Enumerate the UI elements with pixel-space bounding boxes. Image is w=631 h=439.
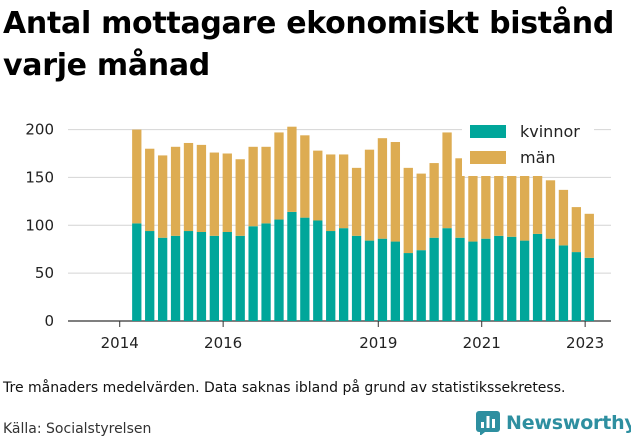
y-tick-label: 50 (35, 264, 54, 282)
stacked-bar-chart: 0 50 100 150 200 2014 2016 2019 2021 2023 kvinnor… (25, 120, 611, 352)
x-tick-label: 2023 (566, 334, 604, 352)
source-text: Källa: Socialstyrelsen (3, 421, 152, 437)
bar-man (558, 189, 569, 246)
bar-man (338, 154, 349, 229)
bar-man (248, 146, 258, 227)
bar-kvinnor (390, 241, 401, 321)
bar-kvinnor (442, 228, 452, 321)
bar-man (287, 126, 297, 212)
bar-man (183, 142, 194, 232)
legend: kvinnor män (462, 120, 594, 176)
bar-kvinnor (545, 238, 556, 321)
bar-kvinnor (507, 236, 517, 321)
bar-kvinnor (274, 219, 284, 321)
bar-man (442, 132, 452, 229)
bar-kvinnor (196, 231, 207, 321)
bar-kvinnor (364, 240, 375, 321)
bar-kvinnor (145, 231, 155, 321)
bar-man (584, 213, 594, 258)
bar-man (455, 158, 465, 238)
bar-kvinnor (300, 217, 310, 321)
bar-kvinnor (494, 235, 504, 321)
bar-kvinnor (532, 233, 543, 321)
y-tick-label: 100 (25, 216, 54, 234)
bar-man (364, 149, 375, 241)
bar-kvinnor (416, 250, 426, 321)
chart-title: Antal mottagare ekonomiskt bistånd varje… (3, 6, 615, 83)
bar-man (196, 144, 207, 232)
brand-name: Newsworthy (506, 412, 631, 434)
chart-note: Tre månaders medelvärden. Data saknas ib… (3, 380, 566, 396)
bar-kvinnor (584, 257, 594, 321)
bar-man (532, 173, 543, 234)
y-tick-label: 150 (25, 168, 54, 186)
bar-kvinnor (455, 237, 465, 321)
bar-kvinnor (403, 253, 413, 321)
bar-man (494, 168, 504, 236)
legend-swatch (470, 151, 506, 164)
bar-kvinnor (326, 231, 336, 321)
x-tick-label: 2016 (204, 334, 242, 352)
bar-kvinnor (481, 238, 491, 321)
bar-man (222, 153, 232, 232)
bar-kvinnor (468, 241, 478, 321)
bar-man (351, 167, 362, 236)
bar-man (326, 154, 336, 232)
bar-kvinnor (157, 237, 168, 321)
bar-kvinnor (313, 220, 323, 321)
legend-label: kvinnor (520, 122, 580, 141)
newsworthy-logo-icon (476, 411, 500, 435)
bar-kvinnor (132, 223, 142, 321)
bar-man (481, 174, 491, 239)
bar-man (170, 146, 181, 236)
bars (132, 126, 594, 321)
y-tick-label: 0 (44, 312, 54, 330)
legend-label: män (520, 148, 556, 167)
bar-kvinnor (287, 211, 297, 321)
bar-man (519, 170, 530, 241)
x-tick-label: 2021 (463, 334, 501, 352)
bar-kvinnor (351, 235, 362, 321)
bar-kvinnor (248, 226, 258, 321)
bar-man (416, 173, 426, 251)
bar-kvinnor (209, 235, 220, 321)
bar-kvinnor (519, 240, 530, 321)
bar-man (132, 129, 142, 224)
bar-man (468, 168, 478, 242)
bar-kvinnor (558, 245, 569, 321)
bar-man (571, 207, 582, 253)
bar-kvinnor (235, 235, 245, 321)
bar-kvinnor (183, 231, 194, 321)
y-tick-label: 200 (25, 121, 54, 139)
bar-kvinnor (429, 237, 439, 321)
brand-logo[interactable]: Newsworthy (476, 408, 631, 438)
x-tick-label: 2019 (359, 334, 397, 352)
bar-man (300, 135, 310, 218)
bar-man (377, 138, 388, 239)
bar-man (313, 150, 323, 221)
bar-man (403, 167, 413, 254)
bar-kvinnor (170, 235, 181, 321)
bar-man (145, 148, 155, 232)
bar-kvinnor (571, 252, 582, 321)
bar-man (235, 159, 245, 236)
x-tick-label: 2014 (101, 334, 139, 352)
bar-man (507, 170, 517, 237)
bar-man (261, 146, 271, 224)
bar-kvinnor (222, 231, 232, 321)
bar-man (545, 180, 556, 239)
bar-kvinnor (338, 228, 349, 321)
bar-man (274, 132, 284, 220)
bar-man (157, 155, 168, 238)
bar-man (390, 142, 401, 242)
bar-kvinnor (261, 223, 271, 321)
bar-man (429, 163, 439, 238)
axes: 0 50 100 150 200 2014 2016 2019 2021 2023 (25, 121, 604, 352)
bar-kvinnor (377, 238, 388, 321)
bar-man (209, 152, 220, 236)
legend-swatch (470, 125, 506, 138)
